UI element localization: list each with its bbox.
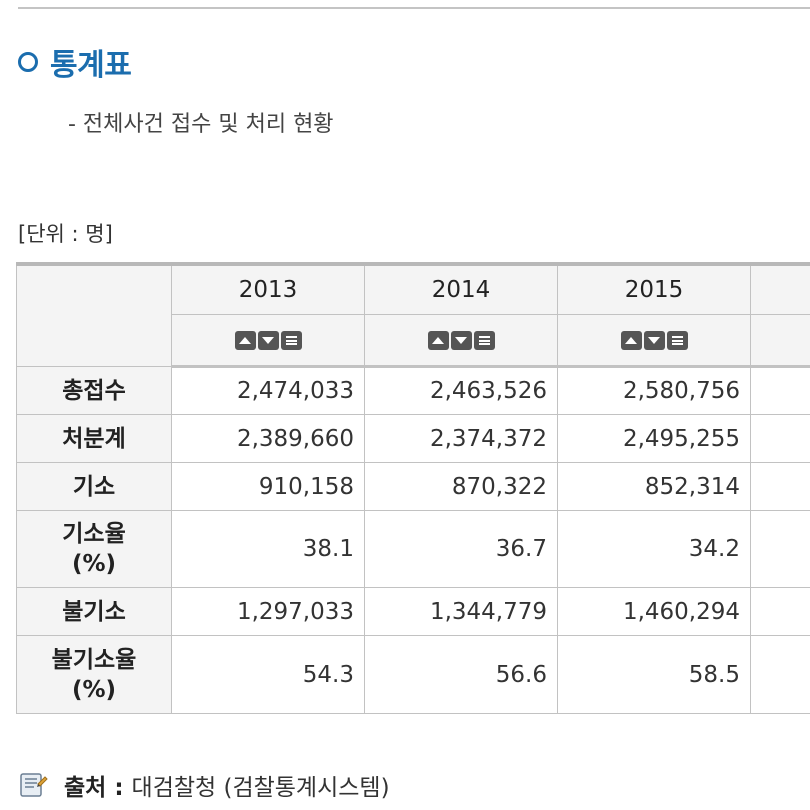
table-cell: 2,463,526: [364, 366, 558, 415]
table-cell: 38.1: [171, 510, 365, 588]
sort-controls-2015: [557, 314, 751, 368]
row-label: 총접수: [16, 366, 172, 415]
sort-ascending-icon[interactable]: [620, 331, 642, 350]
table-cell: 56.6: [364, 635, 558, 714]
statistics-table: 2013 2014 2015: [16, 262, 810, 714]
table-cell: [750, 462, 810, 511]
table-cell: 2,389,660: [171, 414, 365, 463]
sort-descending-icon[interactable]: [450, 331, 472, 350]
year-header-2013: 2013: [171, 262, 365, 315]
sort-ascending-icon[interactable]: [427, 331, 449, 350]
table-cell: 2,495,255: [557, 414, 751, 463]
table-cell: 1,297,033: [171, 587, 365, 636]
table-cell: 1,460,294: [557, 587, 751, 636]
sort-menu-icon[interactable]: [280, 331, 302, 350]
sort-controls-next: [750, 314, 810, 368]
sort-menu-icon[interactable]: [666, 331, 688, 350]
circle-icon: [18, 52, 38, 72]
table-cell: [750, 635, 810, 714]
source-line: 출처 : 대검찰청 (검찰통계시스템): [18, 768, 390, 802]
heading-title: 통계표: [50, 48, 132, 83]
book-icon: [20, 773, 48, 797]
row-label: 불기소율 (%): [16, 635, 172, 714]
sort-menu-icon[interactable]: [473, 331, 495, 350]
row-label: 기소: [16, 462, 172, 511]
year-header-2015: 2015: [557, 262, 751, 315]
table-subtitle: - 전체사건 접수 및 처리 현황: [68, 112, 334, 137]
table-cell: 910,158: [171, 462, 365, 511]
table-cell: 870,322: [364, 462, 558, 511]
table-cell: 1,344,779: [364, 587, 558, 636]
sort-descending-icon[interactable]: [643, 331, 665, 350]
table-row: 기소율 (%) 38.1 36.7 34.2: [16, 510, 810, 588]
source-label: 출처 :: [64, 775, 124, 801]
section-heading: 통계표: [18, 40, 132, 84]
table-cell: 2,474,033: [171, 366, 365, 415]
sort-descending-icon[interactable]: [257, 331, 279, 350]
source-text: 대검찰청 (검찰통계시스템): [131, 775, 390, 801]
table-cell: 2,374,372: [364, 414, 558, 463]
year-header-next: [750, 262, 810, 315]
sort-controls-2013: [171, 314, 365, 368]
table-cell: [750, 587, 810, 636]
corner-cell: [16, 262, 172, 367]
table-row: 불기소 1,297,033 1,344,779 1,460,294: [16, 587, 810, 636]
table-row: 총접수 2,474,033 2,463,526 2,580,756: [16, 366, 810, 415]
table-cell: 852,314: [557, 462, 751, 511]
table-cell: [750, 510, 810, 588]
table-cell: 34.2: [557, 510, 751, 588]
table-row: 불기소율 (%) 54.3 56.6 58.5: [16, 635, 810, 714]
row-label: 기소율 (%): [16, 510, 172, 588]
sort-controls-2014: [364, 314, 558, 368]
table-row: 처분계 2,389,660 2,374,372 2,495,255: [16, 414, 810, 463]
unit-label: [단위 : 명]: [18, 222, 113, 246]
table-row: 기소 910,158 870,322 852,314: [16, 462, 810, 511]
table-cell: [750, 414, 810, 463]
table-cell: 58.5: [557, 635, 751, 714]
table-cell: 2,580,756: [557, 366, 751, 415]
sort-ascending-icon[interactable]: [234, 331, 256, 350]
top-divider: [18, 7, 810, 9]
year-header-2014: 2014: [364, 262, 558, 315]
row-label: 처분계: [16, 414, 172, 463]
table-cell: [750, 366, 810, 415]
row-label: 불기소: [16, 587, 172, 636]
table-cell: 54.3: [171, 635, 365, 714]
table-cell: 36.7: [364, 510, 558, 588]
